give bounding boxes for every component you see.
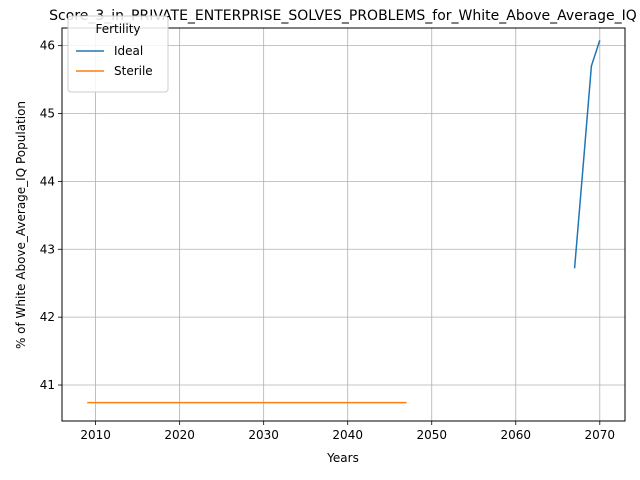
y-tick-label: 44: [40, 174, 55, 188]
x-axis-ticks: 2010 2020 2030 2040 2050 2060 2070: [80, 421, 615, 442]
y-axis-label: % of White Above_Average_IQ Population: [14, 101, 28, 349]
x-tick-label: 2020: [164, 428, 195, 442]
x-tick-label: 2070: [585, 428, 616, 442]
chart-title: Score_3_in_PRIVATE_ENTERPRISE_SOLVES_PRO…: [49, 8, 637, 24]
y-tick-label: 45: [40, 107, 55, 121]
series-line-ideal: [573, 39, 601, 269]
series-lines: [87, 39, 601, 404]
legend: Fertility Ideal Sterile: [67, 15, 169, 93]
y-tick-label: 42: [40, 310, 55, 324]
x-tick-label: 2060: [500, 428, 531, 442]
grid-lines: [62, 28, 625, 421]
legend-box: [67, 15, 169, 93]
plot-frame: [61, 27, 626, 422]
legend-label-ideal: Ideal: [114, 44, 143, 58]
y-axis-ticks: 41 42 43 44 45 46: [40, 39, 62, 392]
y-tick-label: 43: [40, 242, 55, 256]
y-tick-label: 41: [40, 378, 55, 392]
x-tick-label: 2030: [248, 428, 279, 442]
x-tick-label: 2040: [332, 428, 363, 442]
x-tick-label: 2050: [416, 428, 447, 442]
x-tick-label: 2010: [80, 428, 111, 442]
x-axis-label: Years: [326, 451, 359, 465]
y-tick-label: 46: [40, 39, 55, 53]
legend-label-sterile: Sterile: [114, 64, 153, 78]
legend-title: Fertility: [95, 22, 140, 36]
